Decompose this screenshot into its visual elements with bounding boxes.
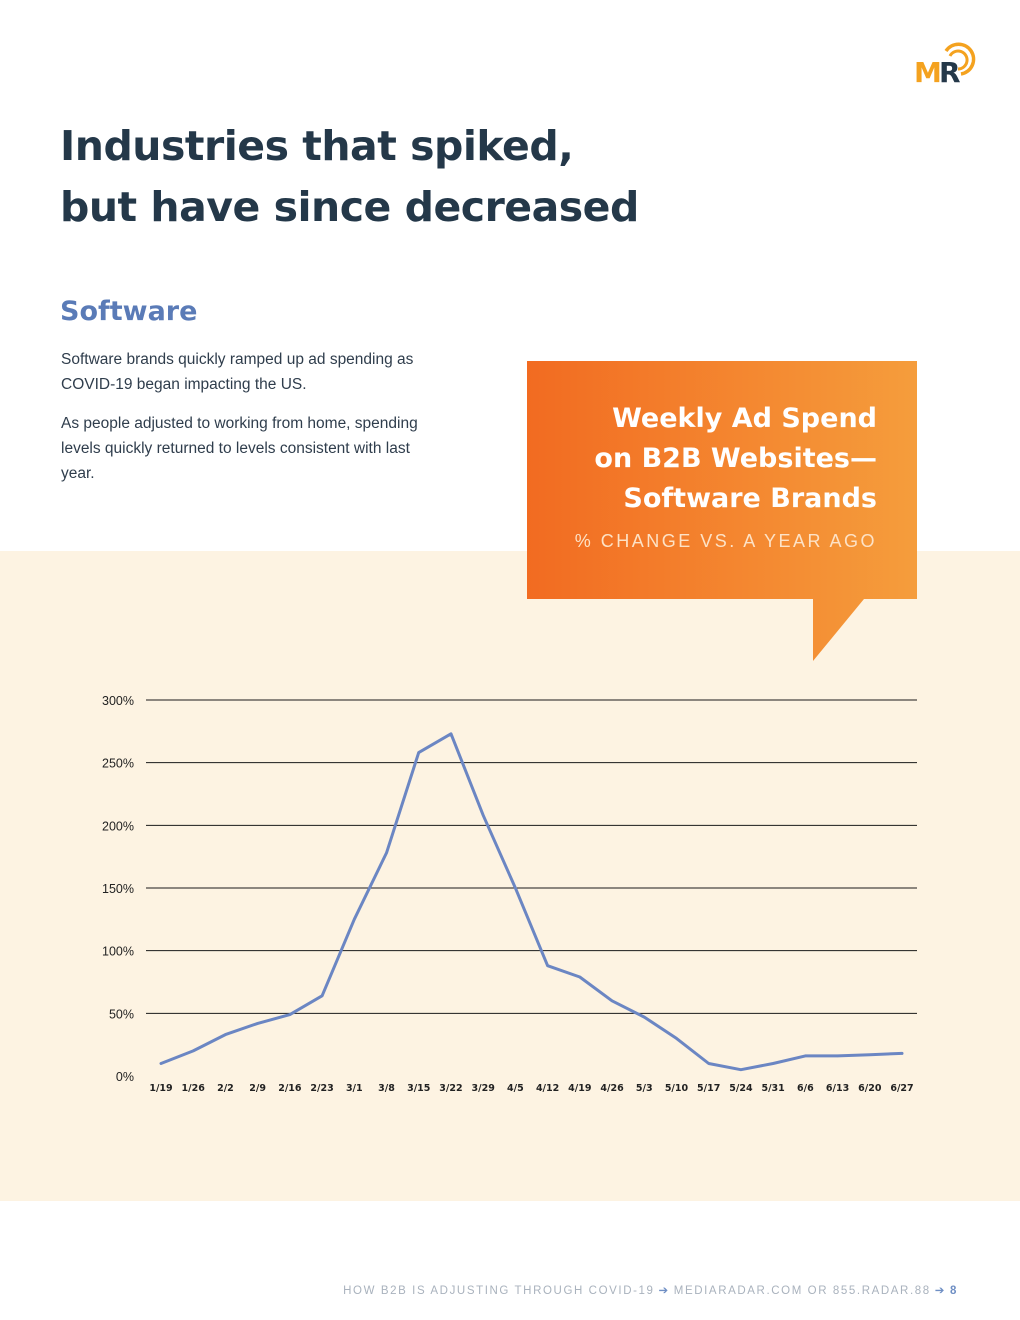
y-tick-label: 200%	[102, 819, 134, 833]
svg-text:R: R	[939, 56, 961, 86]
y-tick-label: 300%	[102, 694, 134, 708]
series-line	[159, 732, 904, 1072]
page-number: 8	[950, 1285, 958, 1297]
data-point	[900, 1052, 904, 1055]
data-point	[675, 1037, 678, 1040]
x-tick-label: 2/2	[217, 1083, 234, 1094]
data-point	[836, 1054, 839, 1058]
x-tick-label: 6/27	[890, 1083, 913, 1094]
x-tick-label: 5/17	[697, 1083, 720, 1094]
x-tick-label: 2/16	[278, 1083, 302, 1094]
data-point	[481, 814, 485, 817]
section-paragraph-1: Software brands quickly ramped up ad spe…	[61, 351, 414, 393]
data-point	[288, 1013, 292, 1016]
data-point	[739, 1068, 743, 1071]
x-tick-label: 3/1	[346, 1083, 363, 1094]
data-point	[449, 732, 453, 736]
page-title: Industries that spiked, but have since d…	[60, 116, 639, 238]
x-tick-label: 2/23	[310, 1083, 333, 1094]
x-tick-label: 5/10	[665, 1083, 689, 1094]
data-point	[868, 1053, 871, 1056]
data-point	[707, 1062, 710, 1065]
chart-title-line2: on B2B Websites—	[594, 443, 877, 474]
chart-callout: Weekly Ad Spend on B2B Websites— Softwar…	[527, 361, 917, 661]
data-point	[353, 918, 356, 921]
y-tick-label: 0%	[116, 1070, 134, 1084]
data-point	[417, 751, 420, 754]
chart-title: Weekly Ad Spend on B2B Websites— Softwar…	[547, 399, 877, 519]
footer-report-title: HOW B2B IS ADJUSTING THROUGH COVID-19	[343, 1285, 655, 1297]
arrow-right-icon: ➔	[658, 1285, 670, 1297]
x-tick-label: 6/13	[826, 1083, 849, 1094]
page-title-line2: but have since decreased	[60, 183, 639, 231]
x-tick-label: 6/20	[858, 1083, 882, 1094]
x-tick-label: 3/15	[407, 1083, 430, 1094]
data-point	[159, 1062, 163, 1065]
data-point	[192, 1049, 195, 1053]
section-paragraph-2: As people adjusted to working from home,…	[61, 415, 418, 482]
x-tick-label: 2/9	[249, 1083, 266, 1094]
x-tick-label: 4/19	[568, 1083, 591, 1094]
chart-subtitle: % CHANGE VS. A YEAR AGO	[574, 531, 877, 551]
mediaradar-logo: M R MR	[912, 34, 982, 89]
x-tick-label: 5/3	[636, 1083, 653, 1094]
page-footer: HOW B2B IS ADJUSTING THROUGH COVID-19 ➔ ME…	[343, 1283, 958, 1297]
arrow-right-icon: ➔	[934, 1285, 946, 1297]
section-title: Software	[60, 296, 198, 327]
x-tick-label: 3/22	[439, 1083, 462, 1094]
data-point	[224, 1033, 227, 1036]
data-point	[804, 1054, 807, 1058]
data-point	[256, 1022, 259, 1025]
callout-bubble	[527, 361, 917, 661]
data-point	[610, 999, 614, 1002]
data-point	[514, 886, 517, 890]
data-point	[771, 1062, 775, 1065]
x-tick-label: 6/6	[797, 1083, 814, 1094]
data-point	[320, 994, 324, 997]
x-tick-label: 4/26	[600, 1083, 624, 1094]
y-tick-label: 100%	[102, 945, 134, 959]
y-tick-label: 50%	[109, 1007, 134, 1021]
chart-title-line3: Software Brands	[623, 483, 877, 514]
x-tick-label: 1/26	[182, 1083, 206, 1094]
data-point	[643, 1015, 646, 1019]
y-tick-label: 150%	[102, 882, 134, 896]
page-title-line1: Industries that spiked,	[60, 122, 574, 170]
data-point	[546, 964, 549, 967]
svg-text:M: M	[914, 56, 942, 86]
x-tick-label: 4/12	[536, 1083, 559, 1094]
x-tick-label: 5/31	[761, 1083, 784, 1094]
footer-contact-link[interactable]: MEDIARADAR.COM OR 855.RADAR.88	[673, 1285, 931, 1297]
data-point	[385, 851, 388, 855]
x-tick-label: 1/19	[149, 1083, 172, 1094]
x-tick-label: 5/24	[729, 1083, 753, 1094]
y-tick-label: 250%	[102, 757, 134, 771]
data-point	[578, 975, 582, 979]
chart-title-line1: Weekly Ad Spend	[612, 403, 877, 434]
x-tick-label: 3/29	[472, 1083, 495, 1094]
x-tick-label: 4/5	[507, 1083, 524, 1094]
x-tick-label: 3/8	[378, 1083, 395, 1094]
